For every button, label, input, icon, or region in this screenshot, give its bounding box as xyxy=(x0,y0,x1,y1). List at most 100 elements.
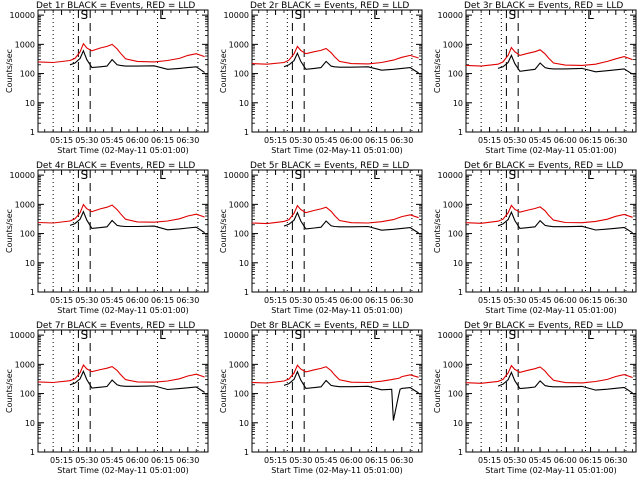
y-tick-label: 1 xyxy=(244,288,249,297)
x-tick-label: 06:00 xyxy=(554,136,577,145)
plot-frame xyxy=(37,169,209,293)
panel-title: Det 9r BLACK = Events, RED = LLD xyxy=(464,321,623,331)
panel-title: Det 2r BLACK = Events, RED = LLD xyxy=(250,1,409,11)
x-tick-label: 06:00 xyxy=(340,136,363,145)
x-tick-label: 06:30 xyxy=(604,296,627,305)
x-axis-label: Start Time (02-May-11 05:01:00) xyxy=(57,146,188,155)
y-tick-label: 10 xyxy=(453,259,463,268)
x-tick-label: 05:30 xyxy=(75,296,98,305)
panel-det-2r: Det 2r BLACK = Events, RED = LLD 1 10 100 10… xyxy=(219,1,423,155)
x-tick-label: 06:00 xyxy=(126,136,149,145)
y-tick-label: 10000 xyxy=(224,171,249,180)
x-tick-label: 06:30 xyxy=(176,136,199,145)
plot-frame xyxy=(251,329,423,453)
panel-title: Det 7r BLACK = Events, RED = LLD xyxy=(36,321,195,331)
x-tick-label: 06:30 xyxy=(390,456,413,465)
lld-series-line xyxy=(465,46,633,67)
lld-series-line xyxy=(251,364,419,384)
lld-series-line xyxy=(37,42,205,64)
x-tick-label: 05:15 xyxy=(264,136,287,145)
x-tick-label: 06:15 xyxy=(151,296,174,305)
events-series-line xyxy=(283,51,419,74)
plot-frame xyxy=(465,169,637,293)
x-tick-label: 06:15 xyxy=(579,456,602,465)
y-tick-label: 1 xyxy=(244,448,249,457)
x-tick-label: 06:00 xyxy=(554,456,577,465)
marker-label-l: L xyxy=(159,8,166,22)
panel-title: Det 1r BLACK = Events, RED = LLD xyxy=(36,1,195,11)
y-tick-label: 1000 xyxy=(15,40,35,49)
y-tick-label: 10000 xyxy=(438,11,463,20)
y-tick-label: 10 xyxy=(453,419,463,428)
y-axis-label: Counts/sec xyxy=(5,369,14,413)
y-tick-label: 10 xyxy=(453,99,463,108)
x-axis-label: Start Time (02-May-11 05:01:00) xyxy=(271,466,402,475)
y-tick-label: 10 xyxy=(25,259,35,268)
y-tick-label: 100 xyxy=(234,230,249,239)
x-tick-label: 05:30 xyxy=(75,456,98,465)
panel-det-1r: Det 1r BLACK = Events, RED = LLD 1 10 100 10… xyxy=(5,1,209,155)
y-tick-label: 1000 xyxy=(443,360,463,369)
events-series-line xyxy=(69,210,205,234)
x-tick-label: 06:00 xyxy=(554,296,577,305)
x-tick-label: 06:30 xyxy=(604,136,627,145)
y-tick-label: 1 xyxy=(30,128,35,137)
panel-title: Det 4r BLACK = Events, RED = LLD xyxy=(36,161,195,171)
marker-label-s: S xyxy=(508,328,516,342)
marker-label-s: S xyxy=(294,168,302,182)
events-series-line xyxy=(283,211,419,234)
x-tick-label: 05:45 xyxy=(529,136,552,145)
y-axis-label: Counts/sec xyxy=(433,49,442,93)
events-series-line xyxy=(497,54,633,75)
x-tick-label: 05:45 xyxy=(315,136,338,145)
x-tick-label: 05:30 xyxy=(503,136,526,145)
x-tick-label: 06:15 xyxy=(151,456,174,465)
y-tick-label: 1 xyxy=(30,448,35,457)
events-series-line xyxy=(69,49,205,73)
y-tick-label: 10000 xyxy=(10,11,35,20)
y-tick-label: 10 xyxy=(239,419,249,428)
y-tick-label: 1000 xyxy=(443,200,463,209)
marker-label-l: L xyxy=(587,328,594,342)
x-tick-label: 06:30 xyxy=(176,296,199,305)
x-tick-label: 05:30 xyxy=(503,456,526,465)
x-tick-label: 05:15 xyxy=(50,456,73,465)
x-axis-label: Start Time (02-May-11 05:01:00) xyxy=(57,306,188,315)
x-tick-label: 06:15 xyxy=(365,456,388,465)
x-tick-label: 05:15 xyxy=(50,296,73,305)
y-tick-label: 10 xyxy=(25,99,35,108)
panel-det-4r: Det 4r BLACK = Events, RED = LLD 1 10 100 10… xyxy=(5,161,209,315)
x-tick-label: 05:45 xyxy=(529,296,552,305)
x-tick-label: 06:30 xyxy=(176,456,199,465)
plot-frame xyxy=(465,329,637,453)
x-tick-label: 06:15 xyxy=(579,296,602,305)
y-tick-label: 10000 xyxy=(438,171,463,180)
y-tick-label: 1000 xyxy=(229,360,249,369)
y-tick-label: 100 xyxy=(20,230,35,239)
x-tick-label: 05:15 xyxy=(478,136,501,145)
y-tick-label: 1 xyxy=(244,128,249,137)
x-axis-label: Start Time (02-May-11 05:01:00) xyxy=(485,146,616,155)
x-tick-label: 05:15 xyxy=(478,456,501,465)
y-axis-label: Counts/sec xyxy=(433,209,442,253)
marker-label-l: L xyxy=(587,168,594,182)
x-axis-label: Start Time (02-May-11 05:01:00) xyxy=(57,466,188,475)
x-tick-label: 06:15 xyxy=(151,136,174,145)
plot-frame xyxy=(251,9,423,133)
x-tick-label: 05:45 xyxy=(315,296,338,305)
y-axis-label: Counts/sec xyxy=(5,49,14,93)
events-series-line xyxy=(497,371,633,394)
x-tick-label: 05:45 xyxy=(529,456,552,465)
panel-det-9r: Det 9r BLACK = Events, RED = LLD 1 10 100 10… xyxy=(433,321,637,475)
x-tick-label: 05:30 xyxy=(289,456,312,465)
y-tick-label: 1000 xyxy=(15,360,35,369)
y-axis-label: Counts/sec xyxy=(219,49,228,93)
marker-label-l: L xyxy=(159,328,166,342)
y-tick-label: 1000 xyxy=(229,40,249,49)
x-tick-label: 05:45 xyxy=(101,136,124,145)
marker-label-s: S xyxy=(80,8,88,22)
panel-title: Det 5r BLACK = Events, RED = LLD xyxy=(250,161,409,171)
x-axis-label: Start Time (02-May-11 05:01:00) xyxy=(271,306,402,315)
x-tick-label: 06:30 xyxy=(390,136,413,145)
